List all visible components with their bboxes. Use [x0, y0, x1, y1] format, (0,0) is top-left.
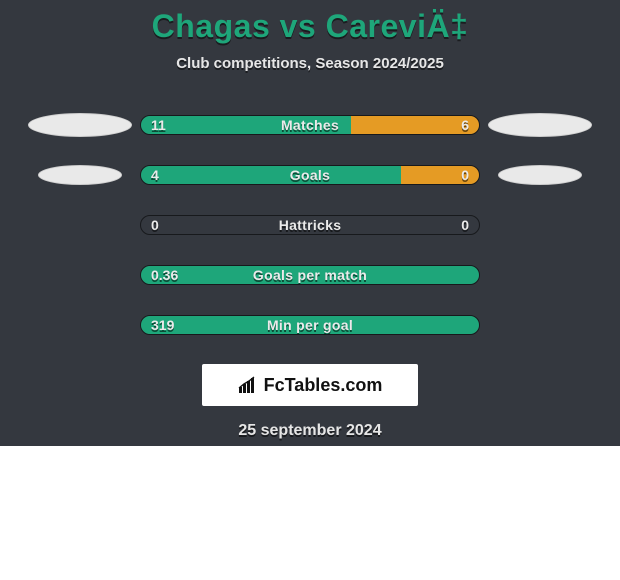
- avatar-right-ellipse: [488, 113, 592, 137]
- subtitle: Club competitions, Season 2024/2025: [0, 55, 620, 72]
- stat-row-goals: 4 Goals 0: [0, 164, 620, 186]
- bar-right-fill: [351, 116, 479, 134]
- avatar-left-ellipse: [28, 113, 132, 137]
- avatar-left-slot: [20, 113, 140, 137]
- stat-row-gpm: 0.36 Goals per match: [0, 264, 620, 286]
- stat-row-mpg: 319 Min per goal: [0, 314, 620, 336]
- bar-gpm: 0.36 Goals per match: [140, 265, 480, 285]
- stat-row-matches: 11 Matches 6: [0, 114, 620, 136]
- avatar-left-ellipse-sm: [38, 165, 122, 185]
- logo: FcTables.com: [238, 375, 383, 396]
- page-title: Chagas vs CareviÄ‡: [0, 8, 620, 45]
- bar-matches: 11 Matches 6: [140, 115, 480, 135]
- avatar-right-ellipse-sm: [498, 165, 582, 185]
- bar-left-fill: [141, 116, 351, 134]
- bars-icon: [238, 376, 260, 394]
- avatar-right-slot: [480, 113, 600, 137]
- stat-right-value: 0: [461, 217, 469, 233]
- stat-row-hattricks: 0 Hattricks 0: [0, 214, 620, 236]
- date-line: 25 september 2024: [0, 422, 620, 440]
- stat-label: Hattricks: [279, 217, 342, 233]
- logo-text: FcTables.com: [264, 375, 383, 396]
- avatar-left-slot: [20, 165, 140, 185]
- bar-left-fill: [141, 166, 401, 184]
- bar-hattricks: 0 Hattricks 0: [140, 215, 480, 235]
- bar-left-fill: [141, 266, 479, 284]
- bar-left-fill: [141, 316, 479, 334]
- stat-left-value: 0: [151, 217, 159, 233]
- bar-right-fill: [401, 166, 479, 184]
- comparison-card: Chagas vs CareviÄ‡ Club competitions, Se…: [0, 0, 620, 446]
- avatar-right-slot: [480, 165, 600, 185]
- stats-block: 11 Matches 6 4 Goals 0: [0, 114, 620, 336]
- bar-mpg: 319 Min per goal: [140, 315, 480, 335]
- bar-goals: 4 Goals 0: [140, 165, 480, 185]
- logo-box: FcTables.com: [202, 364, 418, 406]
